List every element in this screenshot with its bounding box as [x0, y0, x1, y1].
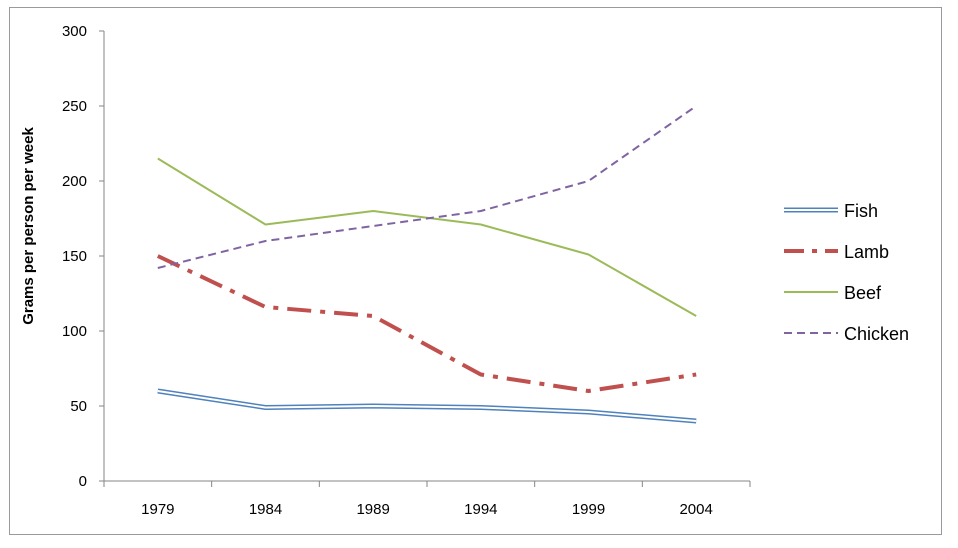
y-tick-label: 100	[62, 323, 87, 340]
y-tick-labels: 0 50 100 150 200 250 300	[62, 23, 87, 490]
series-line-beef	[157, 157, 697, 317]
x-tick-label: 1989	[356, 501, 389, 518]
chart-frame	[9, 7, 942, 535]
legend-item-chicken: Chicken	[784, 324, 909, 344]
x-tick-label: 1984	[249, 501, 282, 518]
y-tick-label: 150	[62, 248, 87, 265]
x-tick-label: 1979	[141, 501, 174, 518]
y-axis-label: Grams per person per week	[20, 127, 37, 325]
y-tick-label: 0	[79, 473, 87, 490]
series-line-lamb	[156, 254, 697, 393]
legend-item-fish: Fish	[784, 201, 878, 221]
legend-item-beef: Beef	[784, 283, 882, 303]
x-tick-labels: 1979 1984 1989 1994 1999 2004	[141, 501, 713, 518]
x-tick-label: 1999	[572, 501, 605, 518]
x-tick-label: 1994	[464, 501, 497, 518]
legend-label: Lamb	[844, 242, 889, 262]
legend: Fish Lamb Beef Chicken	[784, 201, 909, 344]
x-tick-label: 2004	[679, 501, 712, 518]
chart-axes	[99, 30, 751, 487]
legend-item-lamb: Lamb	[784, 242, 889, 262]
legend-label: Fish	[844, 201, 878, 221]
y-tick-label: 200	[62, 173, 87, 190]
series-layer	[156, 105, 697, 424]
y-tick-label: 50	[70, 398, 87, 415]
legend-label: Chicken	[844, 324, 909, 344]
y-tick-label: 250	[62, 98, 87, 115]
y-tick-label: 300	[62, 23, 87, 40]
legend-label: Beef	[844, 283, 882, 303]
series-line-chicken	[157, 105, 697, 269]
series-line-fish-inner	[157, 390, 697, 422]
